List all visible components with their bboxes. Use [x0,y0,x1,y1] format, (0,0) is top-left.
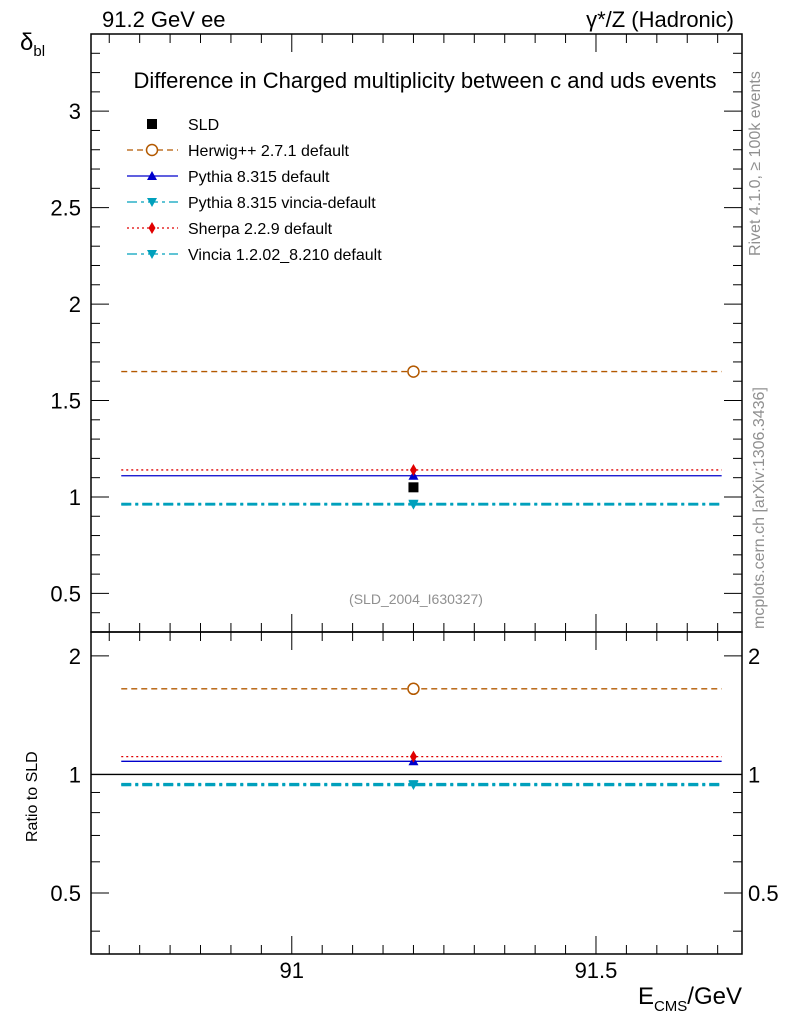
x-axis-label-subscript: CMS [654,998,687,1015]
ratio-y-tick-label-right: 1 [748,762,760,787]
legend-marker-sld [147,119,157,129]
legend-label-vincia-1-2-02-8-210-default: Vincia 1.2.02_8.210 default [188,247,382,264]
ratio-y-tick-label: 2 [69,644,81,669]
ratio-series-layer [91,682,742,791]
main-ticks: 0.5 1 1.5 2 2.5 3 [50,33,742,633]
main-y-tick-label: 3 [69,99,81,124]
legend-label-pythia-8-315-default: Pythia 8.315 default [188,169,330,186]
main-y-label: δbl [20,29,45,60]
rivet-side-label: Rivet 4.1.0, ≥ 100k events [747,71,764,256]
legend-marker-pythia-8-315-vincia-default [147,198,157,207]
legend-label-herwig-2-7-1-default: Herwig++ 2.7.1 default [188,143,350,160]
x-tick-label: 91.5 [575,958,618,983]
ratio-point-vincia-1-2-02-8-210-default [408,781,419,791]
legend-marker-sherpa-2-2-9-default [148,222,156,234]
main-panel: 0.5 1 1.5 2 2.5 3 (SLD_2004_I630327) Differen… [50,33,743,633]
mcplots-side-label-group: mcplots.cern.ch [arXiv:1306.3436] [751,387,768,629]
main-y-tick-label: 0.5 [50,581,81,606]
analysis-watermark: (SLD_2004_I630327) [349,591,483,607]
ratio-ticks: 0.5 0.5 1 1 2 2 91 91.5 [50,632,779,983]
ratio-y-label-group: Ratio to SLD [24,751,41,842]
ratio-panel: 0.5 0.5 1 1 2 2 91 91.5 [50,631,779,983]
header-right: γ*/Z (Hadronic) [586,7,734,32]
ratio-point-herwig-2-7-1-default [407,682,420,696]
main-point-sld [408,482,419,493]
ratio-y-tick-label-right: 2 [748,644,760,669]
header-right-gamma: γ [586,7,597,32]
ratio-plot-frame [90,631,743,955]
ratio-y-label: Ratio to SLD [24,751,41,842]
header-left: 91.2 GeV ee [102,7,226,32]
x-axis-label: ECMS/GeV [638,983,742,1015]
x-axis-label-main: E [638,983,654,1010]
legend-label-sld: SLD [188,117,219,134]
header-right-rest: */Z (Hadronic) [597,7,734,32]
main-y-tick-label: 1 [69,485,81,510]
rivet-side-label-group: Rivet 4.1.0, ≥ 100k events [747,71,764,256]
main-series-layer [121,365,722,510]
chart-title: Difference in Charged multiplicity betwe… [134,68,717,93]
main-y-tick-label: 2 [69,292,81,317]
mcplots-side-label: mcplots.cern.ch [arXiv:1306.3436] [751,387,768,629]
x-tick-label: 91 [280,958,304,983]
legend-marker-vincia-1-2-02-8-210-default [147,250,157,259]
legend-marker-herwig-2-7-1-default [145,143,159,157]
ratio-y-tick-label: 1 [69,762,81,787]
legend: SLD Herwig++ 2.7.1 default Pythia 8.315 de… [127,117,382,264]
ratio-point-sherpa-2-2-9-default [409,750,417,763]
main-point-vincia-1-2-02-8-210-default [408,500,419,510]
main-point-herwig-2-7-1-default [407,365,420,378]
main-point-sherpa-2-2-9-default [409,463,417,476]
legend-label-pythia-8-315-vincia-default: Pythia 8.315 vincia-default [188,195,376,212]
ratio-y-tick-label-right: 0.5 [748,881,779,906]
main-y-label-symbol: δ [20,29,33,56]
legend-marker-pythia-8-315-default [147,171,157,180]
main-y-label-subscript: bl [33,43,45,60]
legend-label-sherpa-2-2-9-default: Sherpa 2.2.9 default [188,221,333,238]
x-axis-label-tail: /GeV [687,983,742,1010]
main-y-tick-label: 1.5 [50,389,81,414]
ratio-y-tick-label: 0.5 [50,881,81,906]
main-y-tick-label: 2.5 [50,196,81,221]
